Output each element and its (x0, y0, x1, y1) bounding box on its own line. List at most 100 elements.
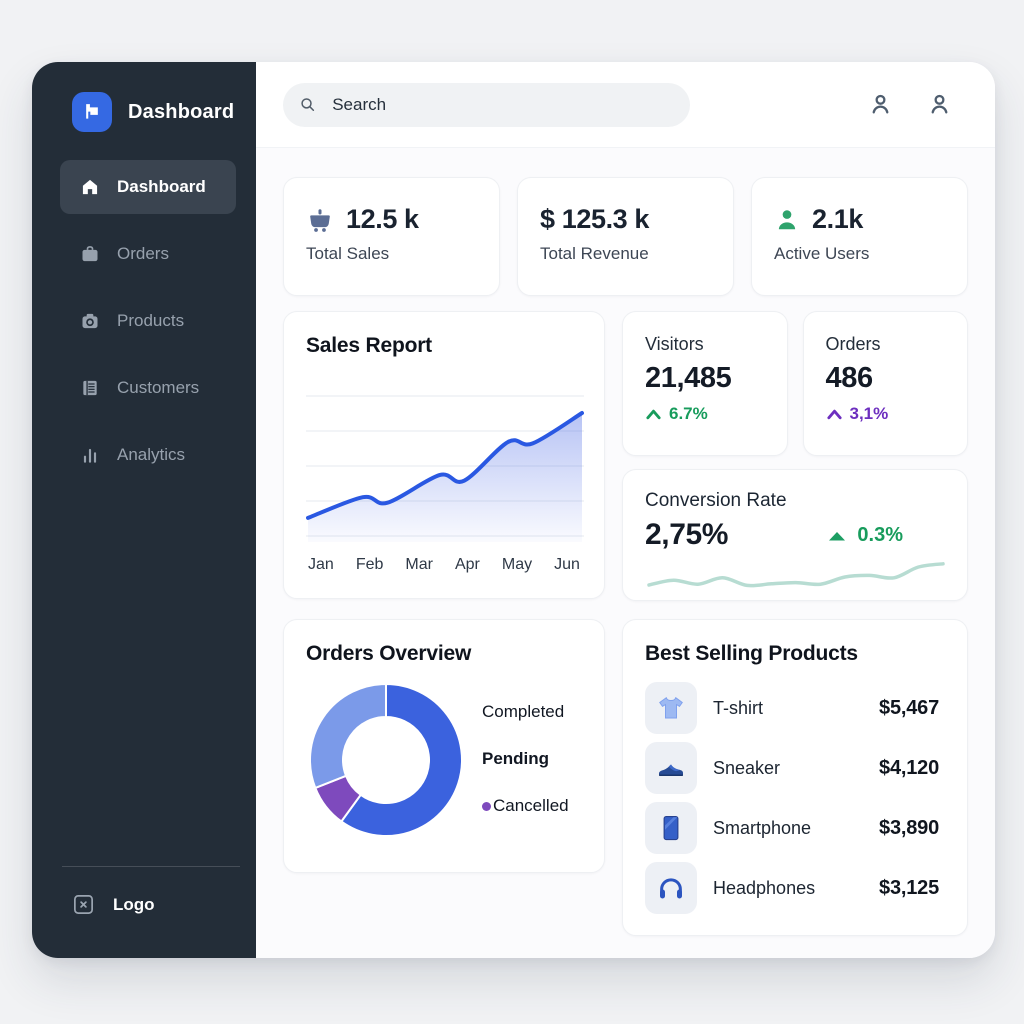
chevron-up-icon (826, 409, 842, 420)
bottom-row: Orders Overview Completed Pending (283, 619, 968, 936)
search-input[interactable] (330, 93, 674, 116)
kpi-change-value: 6.7% (669, 404, 708, 423)
x-tick: Apr (454, 556, 480, 573)
product-name: Headphones (713, 877, 816, 898)
conversion-rate-card: Conversion Rate 2,75% 0.3% (622, 469, 968, 601)
stat-label: Total Sales (306, 244, 390, 263)
stat-card-active-users: 2.1k Active Users (751, 177, 968, 296)
middle-row: Sales Report Jan Feb Mar Apr May Jun V (283, 311, 968, 601)
orders-card: Orders 486 3,1% (802, 311, 968, 456)
x-tick: Jun (554, 556, 580, 573)
legend-label: Cancelled (493, 796, 569, 815)
kpi-change-value: 3,1% (849, 404, 889, 423)
kpi-change: 3,1% (826, 404, 948, 424)
sidebar-item-label: Products (117, 311, 185, 330)
list-item-tshirt[interactable]: T-shirt $5,467 (645, 682, 945, 734)
legend-item-pending: Pending (482, 747, 569, 771)
legend-item-cancelled: Cancelled (482, 794, 569, 818)
sidebar-footer-label: Logo (113, 894, 155, 914)
sidebar-item-orders[interactable]: Orders (60, 227, 236, 281)
product-icon-tile (645, 682, 697, 734)
x-tick: Mar (405, 556, 433, 573)
kpi-value: 486 (825, 362, 874, 394)
sidebar-footer-logo[interactable]: Logo (72, 893, 256, 916)
conversion-sparkline (647, 562, 945, 588)
stat-card-total-sales: 12.5 k Total Sales (283, 177, 500, 296)
brand: Dashboard (72, 92, 256, 132)
sidebar-item-analytics[interactable]: Analytics (60, 428, 236, 482)
kpi-row: Visitors 21,485 6.7% Orders 486 (622, 311, 968, 456)
brand-title: Dashboard (128, 100, 235, 123)
sidebar: Dashboard Dashboard Orders Products (32, 62, 256, 958)
kpi-change: 6.7% (645, 404, 767, 424)
kpi-label: Conversion Rate (645, 490, 787, 511)
card-title: Orders Overview (306, 642, 472, 665)
kpi-change-value: 0.3% (857, 523, 903, 546)
visitors-card: Visitors 21,485 6.7% (622, 311, 788, 456)
kpi-label: Visitors (645, 334, 704, 354)
legend-label: Completed (482, 702, 565, 721)
kpi-value: 21,485 (645, 362, 732, 394)
orders-overview-card: Orders Overview Completed Pending (283, 619, 605, 873)
product-icon-tile (645, 802, 697, 854)
stat-label: Total Revenue (540, 244, 649, 263)
legend-label: Pending (482, 749, 550, 768)
product-price: $3,125 (879, 876, 939, 899)
sidebar-spacer (32, 482, 256, 866)
home-icon (80, 177, 100, 197)
product-name: T-shirt (713, 697, 764, 718)
user-outline-icon (872, 94, 889, 114)
triangle-up-icon (829, 531, 846, 540)
ledger-icon (80, 378, 100, 398)
brand-logo-icon (72, 92, 112, 132)
kpi-column: Visitors 21,485 6.7% Orders 486 (622, 311, 968, 601)
stat-label: Active Users (774, 244, 870, 263)
x-tick: May (501, 556, 533, 573)
list-item-headphones[interactable]: Headphones $3,125 (645, 862, 945, 914)
headphones-icon (660, 878, 682, 899)
topbar-actions (868, 92, 952, 117)
stat-value: 12.5 k (346, 204, 419, 234)
sidebar-nav: Dashboard Orders Products Customers (60, 160, 236, 482)
briefcase-icon (80, 244, 100, 264)
profile-button[interactable] (927, 92, 952, 117)
cart-icon (310, 208, 330, 232)
orders-donut-chart (309, 683, 463, 837)
list-item-sneaker[interactable]: Sneaker $4,120 (645, 742, 945, 794)
user-outline-icon (931, 94, 948, 114)
donut-slice-completed (340, 683, 463, 837)
product-name: Smartphone (713, 817, 812, 838)
bar-chart-icon (80, 445, 100, 465)
tshirt-icon (659, 696, 683, 719)
search-icon (301, 98, 315, 111)
main-area: 12.5 k Total Sales $ 125.3 k Total Reven… (256, 62, 995, 958)
x-tick: Jan (308, 556, 334, 573)
list-item-smartphone[interactable]: Smartphone $3,890 (645, 802, 945, 854)
sidebar-item-label: Orders (117, 244, 169, 263)
card-title: Best Selling Products (645, 642, 858, 665)
user-account-button[interactable] (868, 92, 893, 117)
sidebar-item-dashboard[interactable]: Dashboard (60, 160, 236, 214)
sidebar-divider (62, 866, 240, 867)
sales-area-chart (306, 395, 584, 542)
topbar (256, 62, 995, 148)
sidebar-item-customers[interactable]: Customers (60, 361, 236, 415)
donut-legend: Completed Pending Cancelled (482, 700, 569, 818)
card-title: Sales Report (306, 334, 432, 357)
best-selling-card: Best Selling Products T-shirt $5,467 (622, 619, 968, 936)
smartphone-icon (663, 815, 679, 841)
sneaker-icon (659, 764, 683, 776)
logo-placeholder-icon (74, 895, 93, 914)
kpi-change: 0.3% (827, 524, 903, 547)
donut-slice-pending (309, 683, 387, 789)
kpi-value: 2,75% (645, 518, 729, 551)
search-bar[interactable] (283, 82, 690, 127)
product-price: $4,120 (879, 756, 939, 779)
stats-row: 12.5 k Total Sales $ 125.3 k Total Reven… (283, 177, 968, 296)
sidebar-item-label: Analytics (117, 445, 186, 464)
legend-item-completed: Completed (482, 700, 569, 724)
sidebar-item-products[interactable]: Products (60, 294, 236, 348)
flag-icon (86, 104, 98, 119)
sales-report-card: Sales Report Jan Feb Mar Apr May Jun (283, 311, 605, 599)
camera-icon (80, 311, 100, 331)
